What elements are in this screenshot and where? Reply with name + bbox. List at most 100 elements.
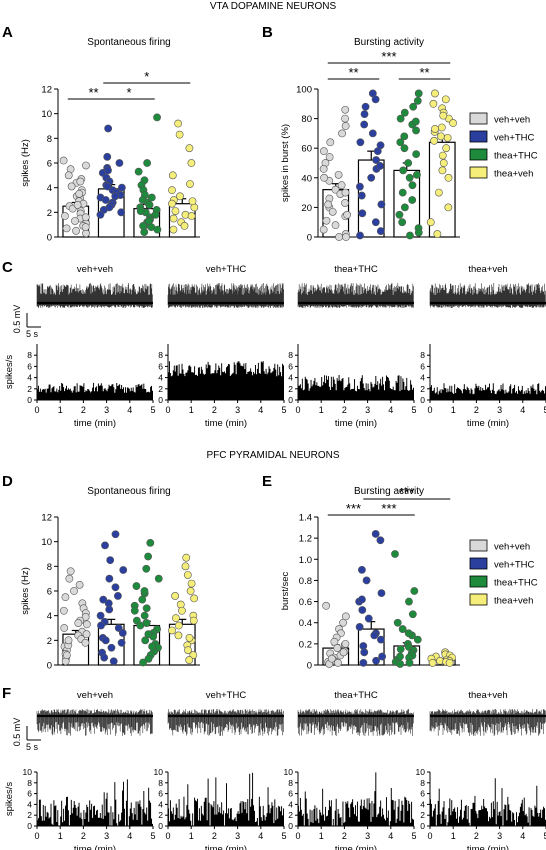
data-point: [405, 597, 413, 606]
spike-histogram: [37, 382, 153, 400]
histogram-x-tick-label: 0: [165, 831, 170, 841]
histogram-x-axis-label: time (min): [74, 418, 116, 429]
histogram-x-tick-label: 5: [543, 405, 546, 415]
histogram-y-tick-label: 6: [158, 789, 163, 799]
histogram-y-tick-label: 6: [27, 789, 32, 799]
histogram-y-tick-label: 2: [288, 810, 293, 820]
y-tick-label: 10: [41, 537, 52, 548]
y-axis-label: spikes (Hz): [20, 139, 31, 187]
data-point: [437, 123, 446, 132]
data-point: [433, 230, 442, 238]
data-point: [376, 227, 385, 235]
histogram-x-axis-label: time (min): [205, 844, 247, 850]
scale-s-label: 5 s: [26, 329, 39, 339]
spike-trace: [36, 709, 153, 736]
data-point: [356, 138, 365, 147]
data-point: [431, 125, 439, 133]
data-point: [171, 592, 180, 600]
data-point: [101, 636, 110, 645]
histogram-y-tick-label: 4: [288, 373, 293, 383]
trace-group-label: thea+THC: [334, 690, 378, 701]
histogram-y-tick-label: 10: [284, 767, 294, 777]
data-point: [367, 173, 376, 182]
histogram-y-label: spikes/s: [4, 355, 15, 390]
histogram-x-tick-label: 5: [411, 831, 416, 841]
data-point: [409, 102, 418, 111]
data-point: [396, 645, 405, 654]
data-point: [376, 141, 385, 150]
data-point: [105, 605, 114, 614]
legend-layer: veh+vehveh+THCthea+THCthea+vehveh+vehveh…: [469, 112, 538, 607]
data-point: [82, 161, 90, 170]
legend-label: thea+THC: [494, 151, 538, 162]
spike-trace: [297, 283, 414, 308]
data-point: [414, 228, 423, 237]
trace-group-label: thea+veh: [468, 690, 507, 701]
histogram-y-tick-label: 6: [288, 789, 293, 799]
significance-label: ***: [399, 485, 414, 500]
y-tick-label: 0: [47, 661, 52, 672]
legend-swatch: [469, 593, 488, 606]
histogram-y-tick-label: 0: [420, 395, 425, 405]
data-point: [185, 144, 194, 153]
histogram-y-tick-label: 8: [158, 778, 163, 788]
data-point: [413, 170, 421, 179]
histogram-y-tick-label: 6: [420, 789, 425, 799]
histogram-x-tick-label: 2: [81, 831, 86, 841]
data-point: [132, 582, 141, 590]
y-tick-label: 0.4: [299, 618, 312, 629]
data-point: [144, 552, 153, 561]
histogram-x-tick-label: 5: [150, 405, 155, 415]
data-point: [370, 631, 379, 640]
y-tick-label: 2: [47, 208, 52, 219]
legend-label: veh+THC: [494, 133, 535, 144]
data-point: [75, 189, 84, 198]
data-point: [96, 611, 105, 620]
legend-swatch: [469, 148, 488, 161]
data-point: [115, 159, 124, 167]
histogram-y-tick-label: 4: [27, 373, 32, 383]
data-point: [442, 144, 451, 153]
histogram-x-axis-label: time (min): [335, 844, 377, 850]
histogram-x-tick-label: 4: [258, 831, 263, 841]
data-point: [183, 571, 192, 579]
histogram-x-tick-label: 5: [150, 831, 155, 841]
data-point: [358, 606, 367, 614]
data-point: [439, 159, 448, 167]
data-point: [320, 173, 329, 182]
data-point: [439, 111, 448, 120]
data-point: [341, 639, 350, 648]
spike-histogram: [298, 375, 414, 400]
data-point: [65, 574, 74, 583]
chart-b: Bursting activity 0 20 40 60 80 100 spikes in b…: [280, 37, 460, 244]
data-point: [410, 587, 419, 595]
data-point: [59, 606, 68, 615]
y-axis-label: spikes in burst (%): [280, 124, 291, 202]
data-point: [328, 207, 337, 216]
data-point: [398, 188, 407, 197]
data-point: [404, 629, 413, 638]
chart-title: Spontaneous firing: [87, 486, 170, 497]
data-point: [101, 541, 109, 550]
data-point: [395, 210, 404, 219]
data-point: [430, 136, 439, 145]
data-point: [146, 539, 155, 547]
bar: [393, 169, 421, 238]
data-point: [331, 185, 340, 194]
data-point: [431, 89, 439, 98]
data-point: [184, 646, 192, 655]
data-point: [371, 95, 380, 104]
data-point: [134, 167, 143, 176]
data-point: [103, 182, 112, 191]
data-point: [148, 642, 157, 651]
legend-swatch: [469, 112, 488, 125]
data-point: [377, 589, 386, 598]
y-tick-label: 1.4: [299, 513, 312, 524]
spike-histogram: [430, 778, 546, 826]
data-point: [174, 621, 183, 630]
histogram-x-tick-label: 3: [365, 405, 370, 415]
data-point: [154, 574, 163, 583]
data-point: [327, 654, 336, 663]
